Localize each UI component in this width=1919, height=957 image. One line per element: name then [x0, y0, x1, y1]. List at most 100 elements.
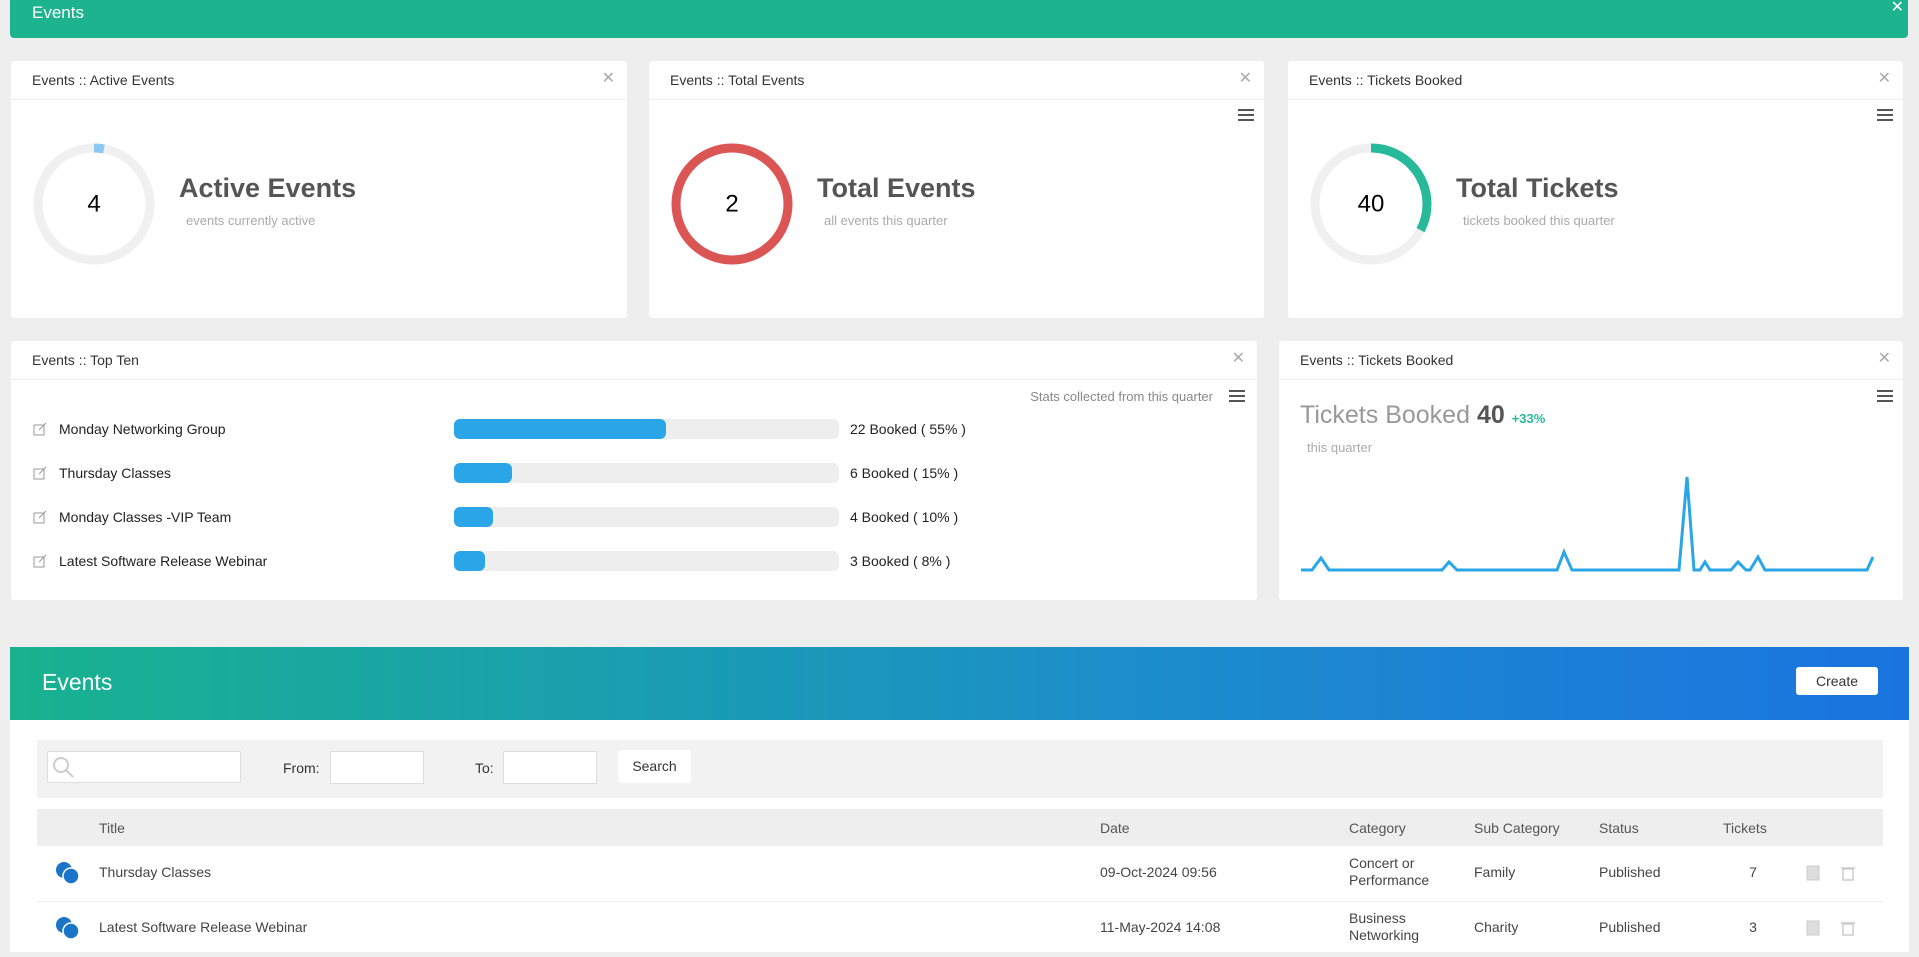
- events-header: Events Create: [10, 647, 1909, 720]
- cell: Latest Software Release Webinar: [99, 919, 308, 935]
- widget-subtitle: events currently active: [186, 213, 316, 228]
- cell: Published: [1599, 919, 1661, 935]
- booked-label: 22 Booked ( 55% ): [850, 421, 966, 437]
- top-ten-panel: Events :: Top Ten ✕ Stats collected from …: [11, 341, 1257, 600]
- progress-bar: [454, 551, 485, 571]
- search-input[interactable]: [47, 751, 241, 783]
- widget-heading: Total Tickets: [1456, 173, 1619, 203]
- widget-subtitle: tickets booked this quarter: [1463, 213, 1615, 228]
- event-icon: [56, 862, 80, 885]
- external-link-icon[interactable]: [33, 554, 47, 568]
- donut-value: 40: [1358, 190, 1385, 217]
- top-ten-row: Latest Software Release Webinar 3 Booked …: [11, 549, 1257, 579]
- cell: Family: [1474, 864, 1516, 880]
- widget-heading: Total Events: [817, 173, 976, 203]
- from-input[interactable]: [330, 751, 424, 784]
- widget-subtitle: all events this quarter: [824, 213, 948, 228]
- cell: 09-Oct-2024 09:56: [1100, 864, 1217, 880]
- view-button[interactable]: [1806, 865, 1820, 881]
- search-icon: [53, 757, 74, 778]
- column-header: Status: [1599, 820, 1639, 836]
- progress-track: [454, 507, 839, 527]
- menu-button[interactable]: [1877, 390, 1893, 402]
- top-ten-row: Thursday Classes 6 Booked ( 15% ): [11, 461, 1257, 505]
- donut-value: 4: [87, 190, 100, 217]
- delete-button[interactable]: [1840, 865, 1856, 881]
- event-name[interactable]: Monday Networking Group: [59, 421, 226, 437]
- tickets-panel: Events :: Tickets Booked ✕ Tickets Booked…: [1279, 341, 1903, 600]
- widget-panel: Events :: Total Events ✕ 2 Total Events a…: [649, 61, 1264, 318]
- cell: 7: [1749, 864, 1757, 880]
- close-button[interactable]: ✕: [601, 70, 615, 87]
- close-button[interactable]: ✕: [1231, 350, 1245, 367]
- event-name[interactable]: Monday Classes -VIP Team: [59, 509, 232, 525]
- events-section: Events Create From: To: Search Title Dat…: [10, 647, 1909, 957]
- column-header: Date: [1100, 820, 1130, 836]
- menu-button[interactable]: [1877, 109, 1893, 121]
- external-link-icon[interactable]: [33, 422, 47, 436]
- progress-track: [454, 419, 839, 439]
- tickets-subtitle: this quarter: [1307, 440, 1373, 455]
- sparkline: [1301, 476, 1875, 572]
- cell: 3: [1749, 919, 1757, 935]
- panel-title: Events :: Total Events: [670, 72, 805, 88]
- menu-button[interactable]: [1229, 390, 1245, 402]
- close-button[interactable]: ✕: [1238, 70, 1252, 87]
- table-header: Title Date Category Sub Category Status …: [37, 809, 1883, 846]
- close-button[interactable]: ✕: [1890, 0, 1904, 16]
- donut: 40: [1310, 143, 1432, 265]
- tickets-value: 40: [1476, 401, 1505, 429]
- progress-bar: [454, 463, 512, 483]
- column-header: Title: [99, 820, 125, 836]
- close-button[interactable]: ✕: [1877, 70, 1891, 87]
- cell: Charity: [1474, 919, 1519, 935]
- top-ten-row: Monday Networking Group 22 Booked ( 55% ): [11, 417, 1257, 461]
- booked-label: 6 Booked ( 15% ): [850, 465, 959, 481]
- view-button[interactable]: [1806, 920, 1820, 936]
- progress-bar: [454, 507, 493, 527]
- booked-label: 3 Booked ( 8% ): [850, 553, 951, 569]
- donut: 4: [33, 143, 155, 265]
- menu-button[interactable]: [1238, 109, 1254, 121]
- create-button[interactable]: Create: [1796, 667, 1878, 695]
- search-button[interactable]: Search: [618, 750, 691, 783]
- cell: 11-May-2024 14:08: [1100, 919, 1221, 935]
- tickets-headline: Tickets Booked 40 +33%: [1300, 401, 1545, 430]
- stats-note: Stats collected from this quarter: [1030, 389, 1213, 404]
- events-title: Events: [42, 669, 113, 695]
- widget-panel: Events :: Tickets Booked ✕ 40 Total Ticke…: [1288, 61, 1903, 318]
- tickets-heading: Tickets Booked: [1300, 401, 1470, 429]
- event-icon: [56, 917, 80, 940]
- booked-label: 4 Booked ( 10% ): [850, 509, 959, 525]
- event-name[interactable]: Thursday Classes: [59, 465, 172, 481]
- donut-value: 2: [725, 190, 738, 217]
- event-name[interactable]: Latest Software Release Webinar: [59, 553, 268, 569]
- external-link-icon[interactable]: [33, 466, 47, 480]
- page-title: Events: [32, 3, 84, 22]
- progress-track: [454, 551, 839, 571]
- progress-bar: [454, 419, 666, 439]
- panel-title: Events :: Top Ten: [32, 352, 139, 368]
- table-row: Thursday Classes 09-Oct-2024 09:56 Concert…: [37, 846, 1883, 902]
- close-button[interactable]: ✕: [1877, 350, 1891, 367]
- panel-title: Events :: Tickets Booked: [1300, 352, 1454, 368]
- cell: Business Networking: [1349, 910, 1420, 943]
- table-row: Latest Software Release Webinar 11-May-20…: [37, 901, 1883, 957]
- panel-title: Events :: Tickets Booked: [1309, 72, 1463, 88]
- top-ten-row: Monday Classes -VIP Team 4 Booked ( 10% ): [11, 505, 1257, 549]
- top-ten-list: Monday Networking Group 22 Booked ( 55% )…: [11, 417, 1257, 579]
- widget-heading: Active Events: [179, 173, 357, 203]
- to-label: To:: [475, 760, 494, 776]
- from-label: From:: [283, 760, 320, 776]
- to-input[interactable]: [503, 751, 597, 784]
- cell: Thursday Classes: [99, 864, 212, 880]
- column-header: Tickets: [1723, 820, 1767, 836]
- external-link-icon[interactable]: [33, 510, 47, 524]
- progress-track: [454, 463, 839, 483]
- cell: Concert or Performance: [1349, 855, 1430, 888]
- cell: Published: [1599, 864, 1661, 880]
- widget-panel: Events :: Active Events ✕ 4 Active Events…: [11, 61, 627, 318]
- search-bar: From: To: Search: [37, 740, 1883, 798]
- delete-button[interactable]: [1840, 920, 1856, 936]
